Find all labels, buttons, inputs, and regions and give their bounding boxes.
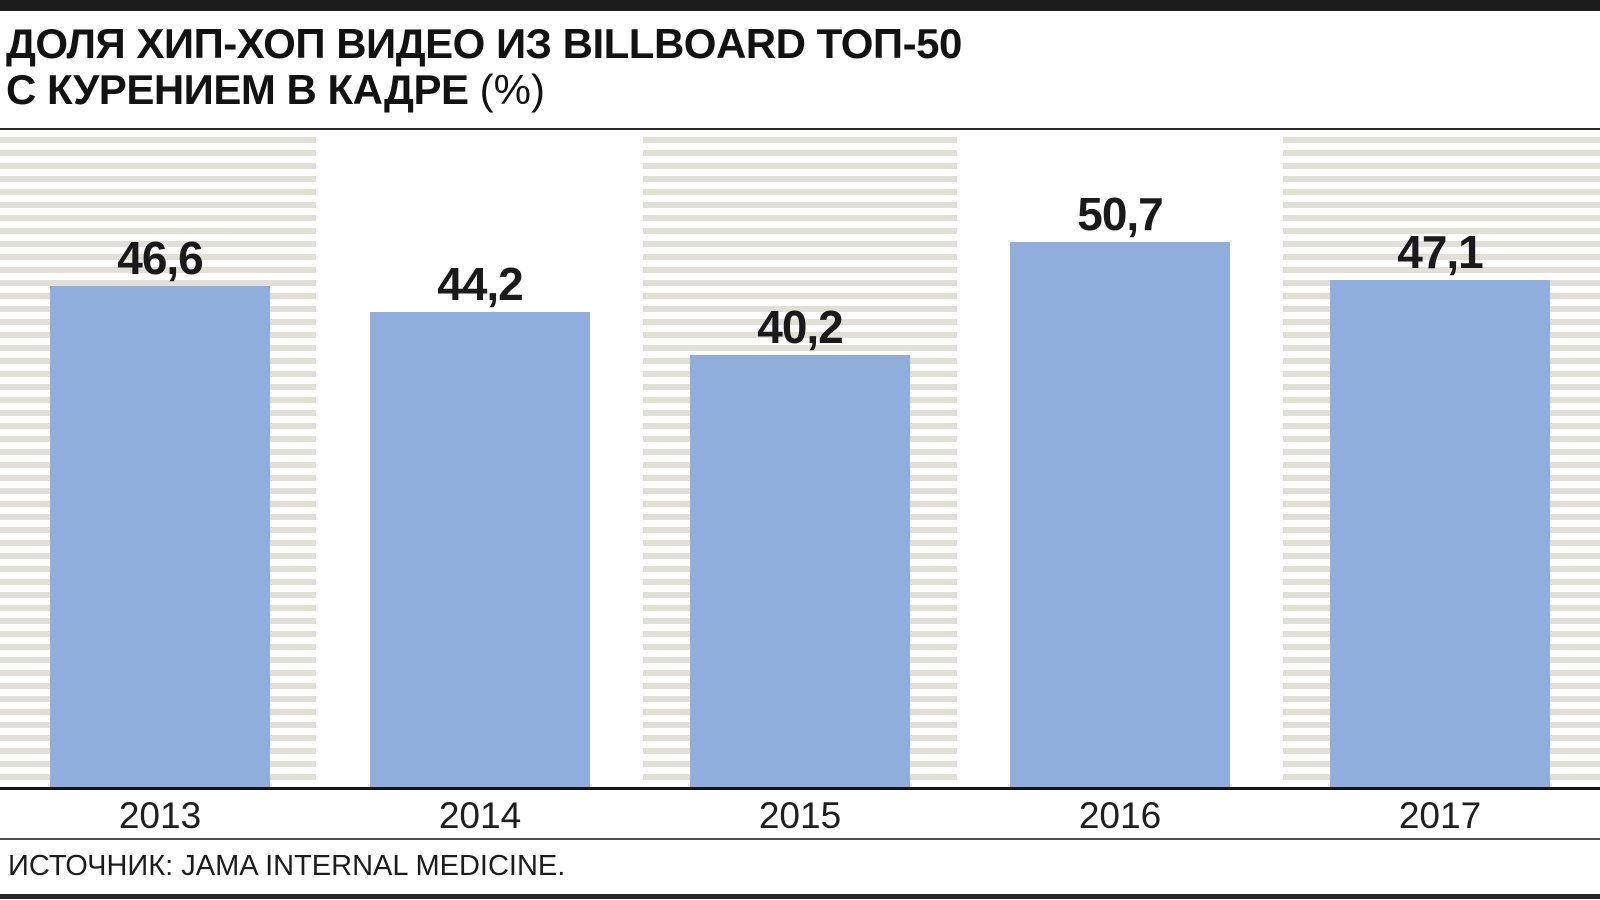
value-label: 40,2 bbox=[757, 301, 844, 354]
footer-separator-rule bbox=[0, 838, 1600, 840]
value-label: 44,2 bbox=[437, 258, 524, 311]
value-label: 50,7 bbox=[1077, 188, 1164, 241]
x-axis-labels: 2013 2014 2015 2016 2017 bbox=[0, 794, 1600, 838]
bar-column: 44,2 bbox=[320, 133, 640, 787]
bar bbox=[370, 312, 590, 787]
bar-column: 50,7 bbox=[960, 133, 1280, 787]
bottom-black-rule bbox=[0, 894, 1600, 899]
x-axis-line bbox=[0, 787, 1600, 790]
bar bbox=[690, 355, 910, 787]
source-note: ИСТОЧНИК: JAMA INTERNAL MEDICINE. bbox=[8, 850, 566, 882]
chart-title-unit: (%) bbox=[479, 66, 545, 113]
top-black-rule bbox=[0, 0, 1600, 11]
bar-column: 46,6 bbox=[0, 133, 320, 787]
bar-column: 47,1 bbox=[1280, 133, 1600, 787]
chart-top-rule bbox=[0, 128, 1600, 130]
x-axis-label: 2013 bbox=[118, 795, 202, 836]
x-axis-label: 2015 bbox=[758, 795, 842, 836]
value-label: 47,1 bbox=[1397, 226, 1484, 279]
chart-title: ДОЛЯ ХИП-ХОП ВИДЕО ИЗ BILLBOARD ТОП-50 С … bbox=[6, 21, 962, 113]
x-axis-label: 2014 bbox=[438, 795, 522, 836]
x-axis-label: 2017 bbox=[1398, 795, 1482, 836]
bar bbox=[1330, 280, 1550, 787]
chart-title-line2: С КУРЕНИЕМ В КАДРЕ bbox=[6, 66, 469, 113]
bar-column: 40,2 bbox=[640, 133, 960, 787]
value-label: 46,6 bbox=[117, 232, 204, 285]
x-axis-label: 2016 bbox=[1078, 795, 1162, 836]
plot-area: 46,6 44,2 40,2 50,7 47,1 bbox=[0, 133, 1600, 787]
bar bbox=[50, 286, 270, 787]
chart-title-line1: ДОЛЯ ХИП-ХОП ВИДЕО ИЗ BILLBOARD ТОП-50 bbox=[6, 20, 962, 67]
bar bbox=[1010, 242, 1230, 787]
